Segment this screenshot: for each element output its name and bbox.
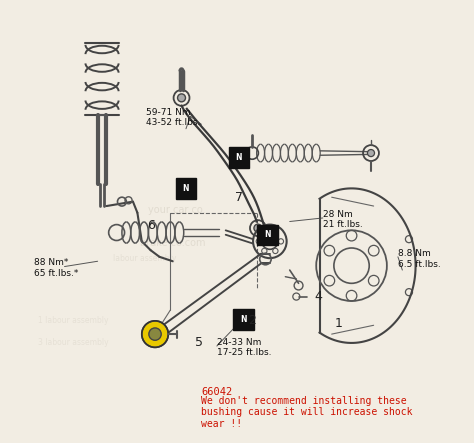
Text: 59-71 Nm
43-52 ft.lbs.: 59-71 Nm 43-52 ft.lbs. bbox=[146, 108, 201, 128]
Circle shape bbox=[254, 224, 262, 232]
Text: 8.8 Nm
6.5 ft.lbs.: 8.8 Nm 6.5 ft.lbs. bbox=[398, 249, 441, 269]
Circle shape bbox=[149, 328, 161, 340]
Text: N: N bbox=[182, 184, 189, 193]
Text: We don't recommend installing these
bushing cause it will increase shock
wear !!: We don't recommend installing these bush… bbox=[201, 396, 413, 429]
Circle shape bbox=[178, 94, 185, 102]
Circle shape bbox=[142, 321, 168, 347]
Text: brake co.com: brake co.com bbox=[139, 238, 205, 248]
Text: N: N bbox=[240, 315, 246, 324]
Text: N: N bbox=[264, 230, 271, 239]
Text: 1: 1 bbox=[334, 317, 342, 330]
FancyBboxPatch shape bbox=[257, 225, 278, 245]
Text: 6: 6 bbox=[146, 219, 155, 233]
Text: 66042: 66042 bbox=[201, 387, 233, 396]
Text: 88 Nm*
65 ft.lbs.*: 88 Nm* 65 ft.lbs.* bbox=[34, 258, 78, 278]
Text: 4: 4 bbox=[314, 290, 322, 303]
Text: 7: 7 bbox=[235, 190, 243, 204]
Circle shape bbox=[367, 150, 374, 156]
Text: 2: 2 bbox=[248, 315, 256, 327]
Text: 28 Nm
21 ft.lbs.: 28 Nm 21 ft.lbs. bbox=[323, 210, 363, 229]
FancyBboxPatch shape bbox=[229, 148, 249, 167]
Text: 24-33 Nm
17-25 ft.lbs.: 24-33 Nm 17-25 ft.lbs. bbox=[217, 338, 271, 357]
FancyBboxPatch shape bbox=[233, 309, 254, 330]
Text: 3 labour assembly: 3 labour assembly bbox=[38, 338, 109, 347]
Text: 1 labour assembly: 1 labour assembly bbox=[38, 316, 109, 325]
Text: your car co.: your car co. bbox=[148, 205, 206, 215]
Text: labour assembly: labour assembly bbox=[113, 254, 176, 263]
Text: 5: 5 bbox=[195, 336, 203, 350]
Text: N: N bbox=[236, 153, 242, 162]
FancyBboxPatch shape bbox=[176, 178, 196, 198]
